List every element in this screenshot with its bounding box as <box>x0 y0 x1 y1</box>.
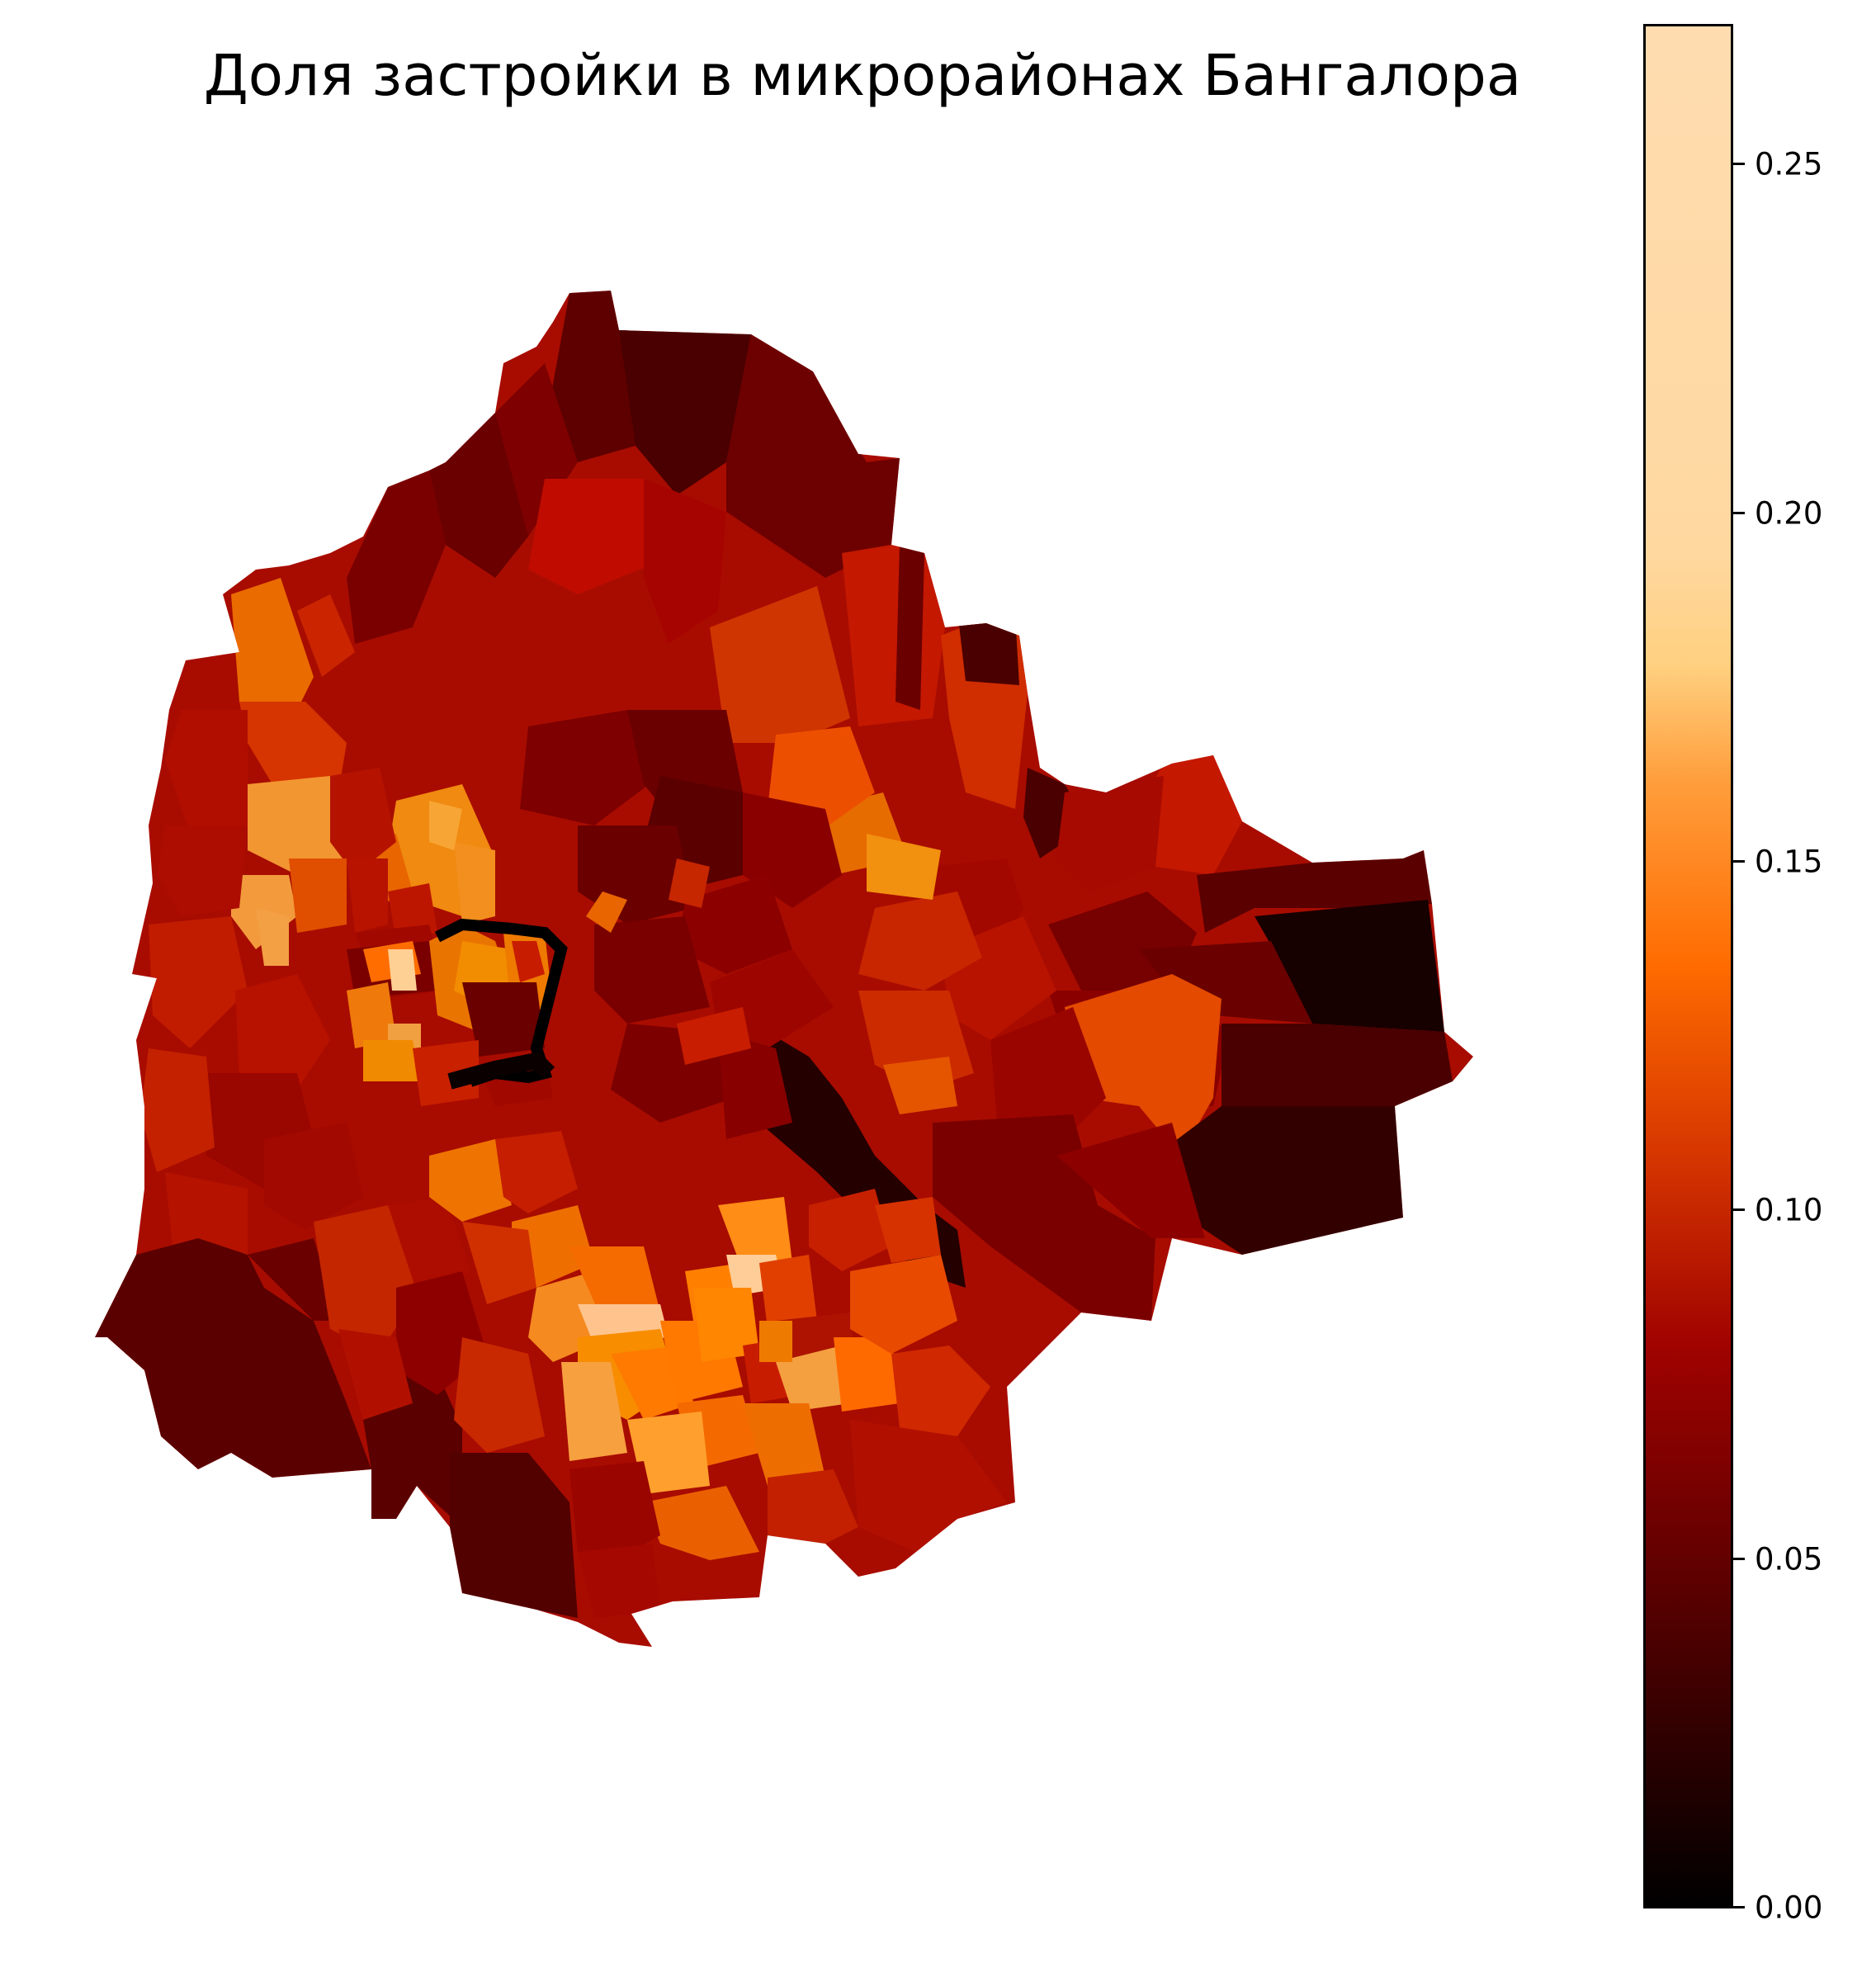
colorbar-tick-4 <box>1733 512 1745 514</box>
colorbar-tick-2 <box>1733 1208 1745 1211</box>
colorbar-tick-label-3: 0.15 <box>1755 844 1823 880</box>
colorbar-tick-3 <box>1733 860 1745 863</box>
colorbar-tick-5 <box>1733 163 1745 165</box>
map-title: Доля застройки в микрорайонах Бангалора <box>203 43 1522 109</box>
colorbar-tick-label-0: 0.00 <box>1755 1890 1823 1926</box>
colorbar <box>1643 24 1733 1908</box>
colorbar-tick-0 <box>1733 1906 1745 1908</box>
colorbar-tick-label-2: 0.10 <box>1755 1192 1823 1228</box>
colorbar-tick-label-1: 0.05 <box>1755 1541 1823 1577</box>
colorbar-tick-label-4: 0.20 <box>1755 495 1823 532</box>
colorbar-tick-label-5: 0.25 <box>1755 146 1823 182</box>
colorbar-tick-1 <box>1733 1558 1745 1560</box>
